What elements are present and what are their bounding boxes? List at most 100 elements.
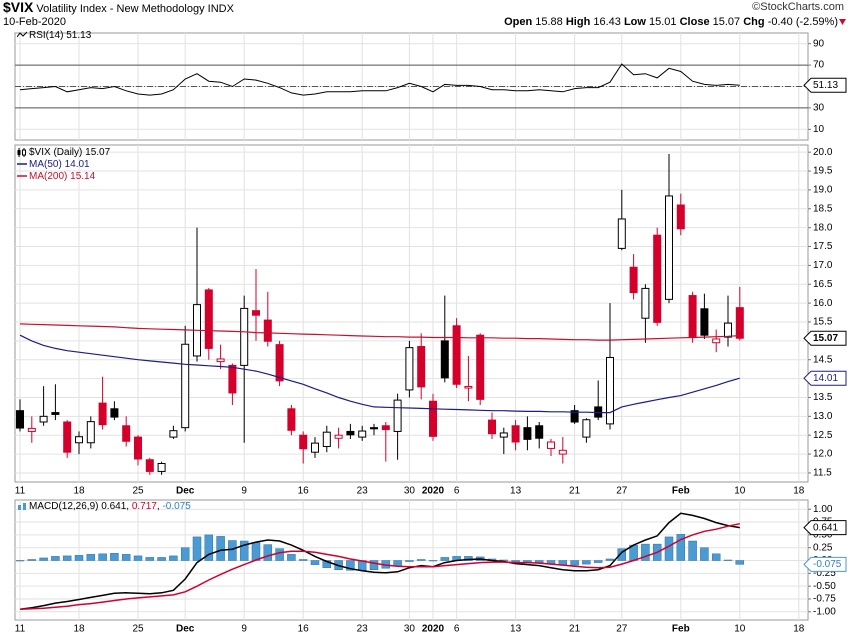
candle-body <box>181 343 190 429</box>
x-tick-label: 23 <box>357 624 369 633</box>
y-tick-label: 16.5 <box>813 279 833 290</box>
value-box <box>803 370 847 386</box>
candle-body <box>299 434 308 450</box>
series-line <box>19 323 740 341</box>
legend-value: 0.717 <box>126 501 157 512</box>
candle-body <box>570 410 579 423</box>
quote-label: High <box>565 16 591 28</box>
legend-label: RSI(14) <box>29 30 64 41</box>
candle-body <box>204 289 213 349</box>
candle-body <box>712 338 721 344</box>
histogram-bar <box>582 560 591 565</box>
histogram-bar <box>86 554 96 561</box>
legend-label: MACD(12,26,9) <box>29 501 99 512</box>
y-tick-label: 17.0 <box>813 260 833 271</box>
candle-body <box>39 415 48 423</box>
histogram-bar <box>735 560 745 565</box>
y-tick-label: 12.0 <box>813 449 833 460</box>
value-box <box>803 77 847 93</box>
y-tick-label: 13.0 <box>813 411 833 422</box>
exchange: INDX <box>207 3 234 15</box>
candle-body <box>63 421 72 453</box>
histogram-bar <box>239 540 249 561</box>
candle-body <box>16 410 24 429</box>
y-tick-label: 20.0 <box>813 147 833 158</box>
candle-body <box>700 308 709 336</box>
quote-value: 16.43 <box>593 16 621 28</box>
legend-icon <box>17 175 27 178</box>
panel <box>14 144 809 483</box>
series-line <box>19 334 740 414</box>
y-tick-label: 19.5 <box>813 166 833 177</box>
histogram-bar <box>15 560 25 562</box>
x-tick-label: 13 <box>510 624 522 633</box>
value-box <box>803 330 847 346</box>
y-tick-label: -0.50 <box>813 581 836 592</box>
candle-body <box>641 287 650 319</box>
x-tick-label: 9 <box>241 486 247 497</box>
x-tick-label: 21 <box>569 486 581 497</box>
histogram-bar <box>711 553 721 561</box>
histogram-bar <box>133 555 143 561</box>
y-tick-label: 18.0 <box>813 222 833 233</box>
histogram-bar <box>322 560 332 568</box>
candle-body <box>110 408 119 418</box>
histogram-bar <box>369 560 379 570</box>
y-tick-label: 70 <box>813 60 825 71</box>
legend-value: 14.01 <box>64 159 90 170</box>
legend-item: MA(50) 14.01 <box>17 159 110 171</box>
histogram-bar <box>464 556 473 561</box>
candle-body <box>311 442 319 453</box>
histogram-bar <box>169 555 178 561</box>
histogram-bar <box>121 554 131 561</box>
date: 10-Feb-2020 <box>3 16 66 28</box>
histogram-bar <box>275 548 284 561</box>
instrument-name: Volatility Index - New Methodology <box>36 3 205 15</box>
candle-body <box>240 307 249 366</box>
candle-body <box>252 310 260 316</box>
histogram-bar <box>263 544 273 561</box>
legend-icon <box>18 503 26 511</box>
candle-body <box>724 322 732 338</box>
candle-body <box>346 430 355 436</box>
quote-value: 15.01 <box>649 16 677 28</box>
candle-body <box>358 430 367 438</box>
x-tick-label: 16 <box>298 624 310 633</box>
legend-label: MA(200) <box>29 171 68 182</box>
histogram-bar <box>641 543 650 561</box>
histogram-bar <box>251 542 261 561</box>
legend-label: MA(50) <box>29 159 62 170</box>
x-tick-label: 23 <box>357 486 369 497</box>
price-legend: $VIX (Daily) 15.07 MA(50) 14.01 MA(200) … <box>17 147 110 183</box>
histogram-bar <box>74 555 84 561</box>
candle-body <box>665 195 673 300</box>
candle-body <box>322 431 331 448</box>
y-tick-label: 15.5 <box>813 317 833 328</box>
histogram-bar <box>723 559 733 561</box>
candle-body <box>653 234 662 323</box>
series-line <box>19 512 740 610</box>
y-tick-label: 17.5 <box>813 241 833 252</box>
histogram-bar <box>192 536 202 561</box>
histogram-bar <box>346 560 355 571</box>
candle-body <box>688 295 697 338</box>
candle-body <box>547 441 555 449</box>
quote-label: Chg <box>743 16 765 28</box>
value-box-label: 14.01 <box>813 373 838 384</box>
y-tick-label: -1.00 <box>813 606 836 617</box>
candle-body <box>405 347 414 391</box>
candle-body <box>440 340 449 379</box>
series-line <box>19 63 740 96</box>
y-tick-label: -0.75 <box>813 594 836 605</box>
histogram-bar <box>605 558 615 561</box>
histogram-bar <box>62 555 72 561</box>
candle-body <box>429 400 437 437</box>
candle-body <box>676 204 685 230</box>
value-box-label: 15.07 <box>813 333 838 344</box>
value-box <box>803 556 847 572</box>
y-tick-label: 11.5 <box>813 468 832 479</box>
candle-body <box>228 364 237 394</box>
title-line: $VIX Volatility Index - New Methodology … <box>3 0 234 15</box>
y-tick-label: 1.00 <box>813 504 833 515</box>
